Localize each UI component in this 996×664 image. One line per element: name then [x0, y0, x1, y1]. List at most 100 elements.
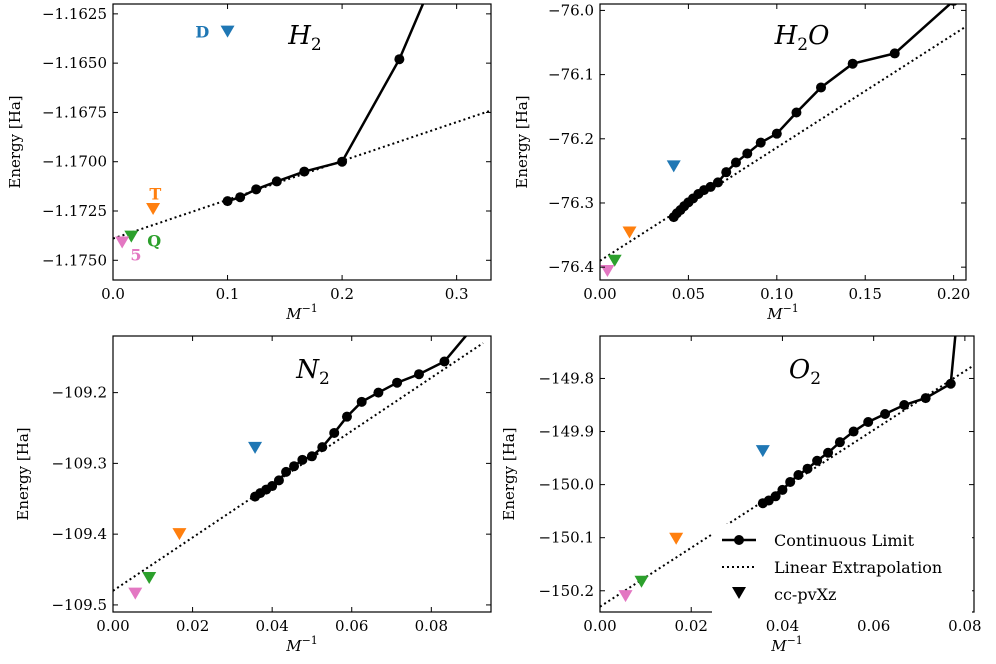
basis-point-T: [172, 528, 187, 541]
x-tick-label: 0.15: [849, 285, 882, 303]
x-axis-label-sup: −1: [302, 302, 318, 315]
y-tick-label: −1.1650: [42, 54, 107, 72]
x-axis-label: M−1: [285, 634, 318, 655]
panel-title-sub: 2: [810, 369, 821, 389]
continuous-limit-point: [281, 466, 292, 477]
x-axis-label-sup: −1: [302, 634, 318, 647]
continuous-limit-point: [920, 393, 931, 404]
basis-label-D: D: [195, 23, 209, 42]
x-axis-label-main: M: [770, 637, 787, 655]
continuous-limit-point: [770, 491, 781, 502]
continuous-limit-point: [273, 475, 284, 486]
continuous-limit-point: [329, 427, 340, 438]
plot-area: [113, 336, 484, 600]
x-tick-label: 0.02: [675, 617, 708, 635]
y-tick-label: −149.9: [538, 423, 594, 441]
y-tick-label: −76.3: [548, 194, 594, 212]
x-axis-label-main: M: [285, 637, 302, 655]
x-axis-label: M−1: [766, 302, 799, 323]
continuous-limit-point: [337, 156, 348, 167]
y-axis-label: Energy [Ha]: [14, 427, 32, 520]
linear-extrapolation-line: [600, 364, 974, 608]
continuous-limit-point: [299, 166, 310, 177]
continuous-limit-point: [755, 137, 766, 148]
basis-point-Q: [124, 230, 139, 243]
continuous-limit-point: [777, 484, 788, 495]
y-tick-label: −76.0: [548, 1, 594, 19]
continuous-limit-point: [373, 387, 384, 398]
basis-point-Q: [142, 572, 157, 585]
basis-point-D: [666, 160, 681, 173]
panel-title-tail: O: [808, 21, 829, 51]
x-tick-label: 0.00: [583, 617, 616, 635]
continuous-limit-point: [771, 128, 782, 139]
y-tick-label: −149.8: [538, 369, 594, 387]
x-axis-label-main: M: [766, 305, 783, 323]
x-tick-label: 0.06: [857, 617, 890, 635]
y-axis-label: Energy [Ha]: [6, 95, 24, 188]
y-tick-label: −109.4: [51, 525, 107, 543]
basis-point-D: [248, 441, 263, 454]
continuous-limit-point: [834, 437, 845, 448]
continuous-limit-point: [730, 157, 741, 168]
legend-continuous-marker: [734, 535, 744, 545]
continuous-limit-point: [847, 58, 858, 69]
basis-point-5: [128, 587, 143, 600]
basis-point-D: [755, 445, 770, 458]
y-tick-label: −76.4: [548, 258, 594, 276]
panel-title-main: N: [295, 355, 320, 385]
plot-area: [600, 4, 966, 278]
continuous-limit-point: [356, 396, 367, 407]
panels-group: D T Q5 0.0 0.1 0.2 0.3 −1.1750 −1.1725 −1.1700 −1.…: [6, 1, 982, 655]
x-axis-label-sup: −1: [783, 302, 799, 315]
x-tick-label: 0.08: [948, 617, 981, 635]
continuous-limit-point: [394, 54, 405, 65]
continuous-limit-point: [306, 451, 317, 462]
continuous-limit-point: [742, 148, 753, 159]
x-tick-label: 0.2: [330, 285, 354, 303]
panel-2: 0.00 0.05 0.10 0.15 0.20 −76.4 −76.3 −76.2 −76.1…: [513, 1, 970, 323]
panel-title-sub: 2: [311, 35, 322, 55]
continuous-limit-point: [812, 455, 823, 466]
continuous-limit-point: [785, 476, 796, 487]
continuous-limit-point: [222, 196, 233, 207]
y-tick-label: −1.1725: [42, 202, 107, 220]
continuous-limit-point: [297, 454, 308, 465]
x-tick-label: 0.04: [255, 617, 288, 635]
continuous-limit-point: [945, 378, 956, 389]
x-tick-label: 0.00: [583, 285, 616, 303]
basis-point-T: [622, 226, 637, 239]
continuous-limit-point: [705, 181, 716, 192]
x-tick-label: 0.06: [335, 617, 368, 635]
x-tick-label: 0.10: [760, 285, 793, 303]
basis-point-D: [220, 25, 235, 38]
y-tick-label: −150.1: [538, 529, 594, 547]
continuous-limit-point: [848, 426, 859, 437]
y-tick-label: −109.2: [51, 384, 107, 402]
basis-label-Q: Q: [147, 232, 161, 251]
basis-point-Q: [634, 575, 649, 588]
axes-frame: [599, 3, 967, 281]
basis-point-5: [115, 236, 130, 249]
y-tick-label: −150.2: [538, 582, 594, 600]
continuous-limit-point: [802, 463, 813, 474]
legend-basis-marker: [732, 587, 746, 599]
panel-1: D T Q5 0.0 0.1 0.2 0.3 −1.1750 −1.1725 −1.1700 −1.…: [6, 3, 492, 323]
basis-point-T: [146, 203, 161, 216]
continuous-limit-point: [863, 416, 874, 427]
panel-title-main: H: [287, 21, 312, 51]
panel-title-sub: 2: [797, 35, 808, 55]
axes-frame: [112, 335, 492, 613]
continuous-limit-point: [289, 461, 300, 472]
continuous-limit-point: [317, 442, 328, 453]
x-tick-label: 0.04: [766, 617, 799, 635]
basis-label-T: T: [149, 184, 161, 203]
y-tick-label: −109.3: [51, 454, 107, 472]
plot-area: [600, 336, 974, 608]
x-axis-label-sup: −1: [787, 634, 803, 647]
x-axis-label: M−1: [770, 634, 803, 655]
x-tick-label: 0.00: [96, 617, 129, 635]
continuous-limit-line: [227, 4, 425, 203]
basis-label-5: 5: [130, 245, 141, 264]
continuous-limit-point: [413, 369, 424, 380]
